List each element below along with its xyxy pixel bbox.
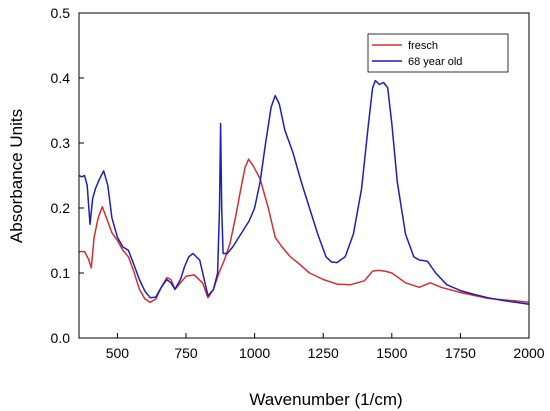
x-tick-label: 1250 bbox=[308, 345, 339, 361]
x-tick-label: 750 bbox=[174, 345, 198, 361]
x-tick-label: 1500 bbox=[376, 345, 407, 361]
x-tick-label: 500 bbox=[106, 345, 130, 361]
y-tick-label: 0.0 bbox=[51, 330, 71, 346]
y-tick-label: 0.4 bbox=[51, 70, 71, 86]
y-tick-label: 0.5 bbox=[51, 5, 71, 21]
y-axis-title: Absorbance Units bbox=[7, 109, 26, 243]
legend-label-fresch: fresch bbox=[408, 40, 438, 52]
legend-label-68-year-old: 68 year old bbox=[408, 56, 462, 68]
x-tick-label: 1000 bbox=[239, 345, 270, 361]
legend: fresch 68 year old bbox=[368, 34, 508, 72]
x-axis-title: Wavenumber (1/cm) bbox=[249, 390, 402, 409]
y-tick-label: 0.1 bbox=[51, 265, 71, 281]
x-tick-label: 2000 bbox=[513, 345, 544, 361]
y-tick-label: 0.2 bbox=[51, 200, 71, 216]
x-tick-label: 1750 bbox=[445, 345, 476, 361]
y-tick-label: 0.3 bbox=[51, 135, 71, 151]
